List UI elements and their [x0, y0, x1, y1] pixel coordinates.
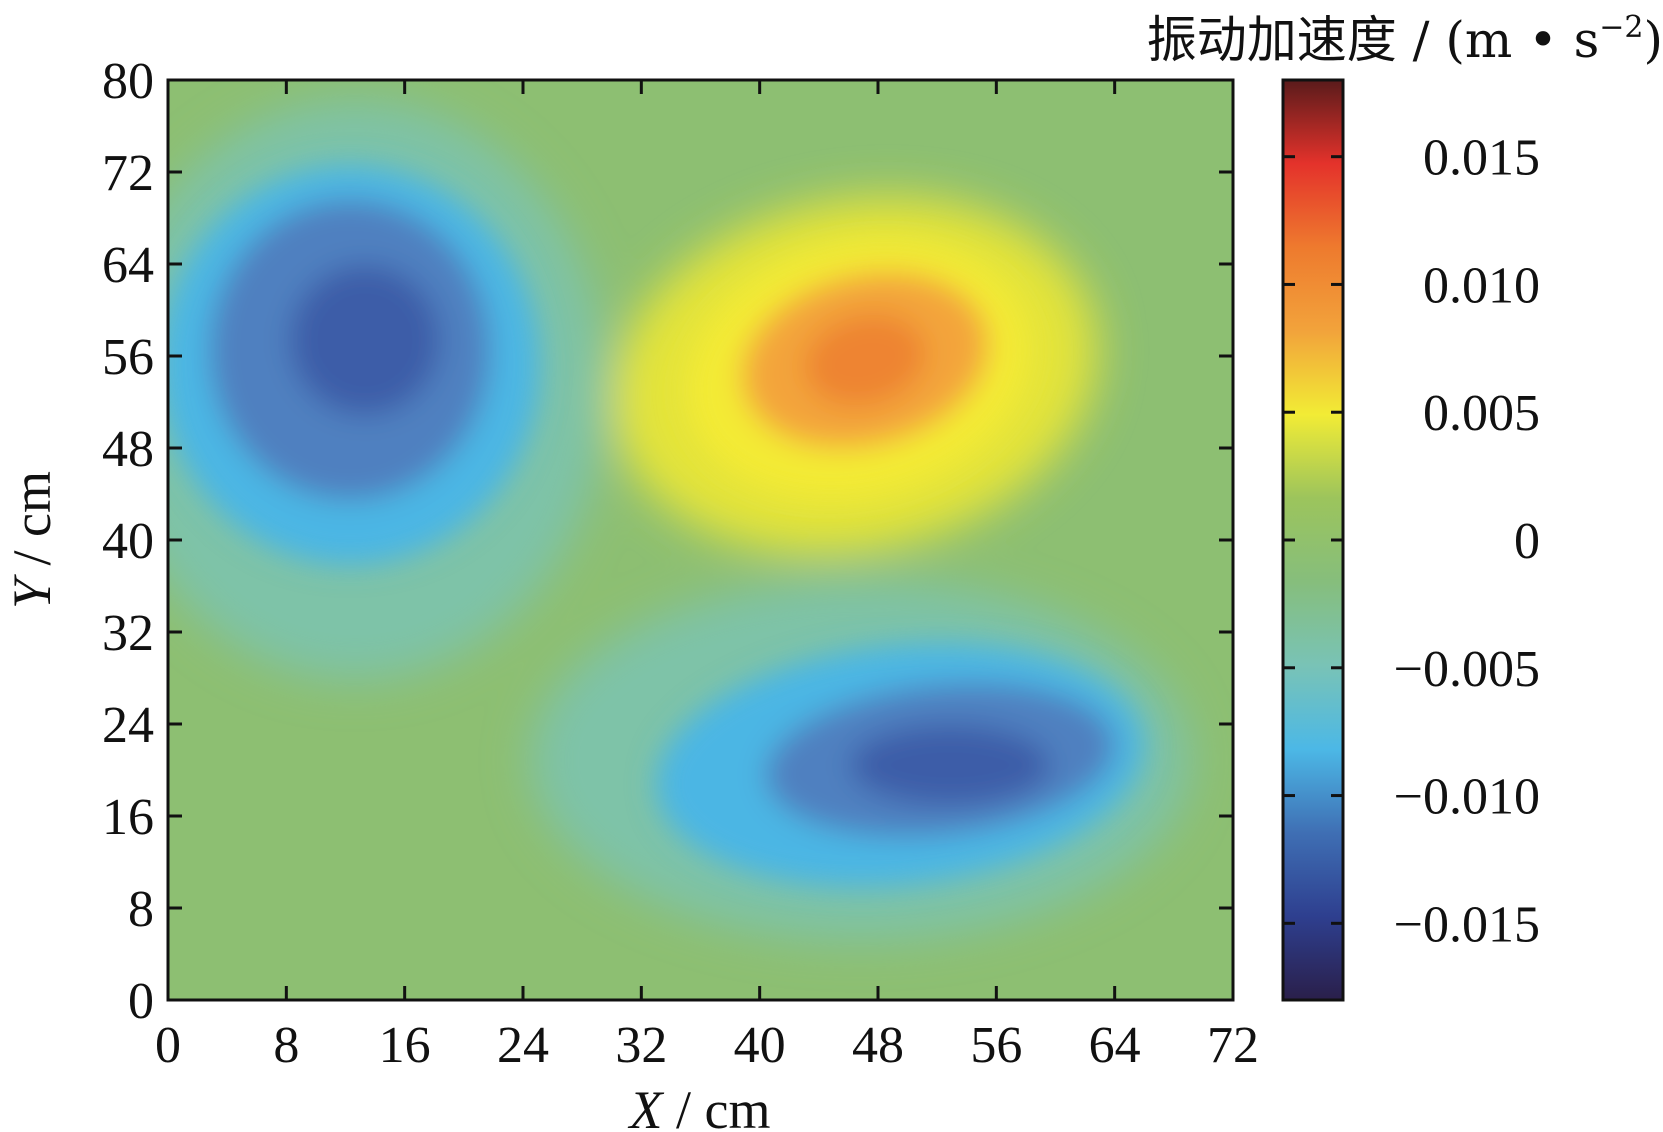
colorbar-tick-label: −0.015 [1394, 896, 1540, 953]
x-axis-label: X / cm [628, 1080, 771, 1132]
x-axis-var: X [628, 1080, 665, 1132]
x-axis: 0 8 16 24 32 40 48 56 64 72 [155, 80, 1259, 1074]
y-axis-unit: / cm [2, 471, 62, 579]
heatmap-field [168, 80, 1233, 1000]
x-tick-label: 16 [379, 1017, 431, 1074]
y-axis-var: Y [2, 574, 62, 609]
x-tick-label: 56 [970, 1017, 1022, 1074]
x-tick-label: 0 [155, 1017, 181, 1074]
colorbar-title-text: 振动加速度 / (m • s [1147, 11, 1600, 69]
colorbar-tick-label: 0 [1514, 513, 1540, 570]
colorbar-title-close: ) [1643, 11, 1663, 69]
x-tick-label: 40 [734, 1017, 786, 1074]
y-axis: 0 8 16 24 32 40 48 56 64 72 80 [102, 53, 1233, 1030]
y-tick-label: 40 [102, 513, 154, 570]
x-tick-label: 64 [1089, 1017, 1141, 1074]
x-tick-label: 8 [273, 1017, 299, 1074]
x-axis-unit: / cm [663, 1080, 771, 1132]
y-tick-label: 32 [102, 605, 154, 662]
colorbar-tick-label: −0.005 [1394, 641, 1540, 698]
y-tick-label: 48 [102, 421, 154, 478]
colorbar-tick-label: 0.010 [1423, 257, 1540, 314]
y-axis-label: Y / cm [2, 471, 62, 609]
y-tick-label: 72 [102, 145, 154, 202]
x-tick-label: 48 [852, 1017, 904, 1074]
y-tick-label: 80 [102, 53, 154, 110]
y-tick-label: 64 [102, 237, 154, 294]
colorbar-title: 振动加速度 / (m • s−2) [1147, 10, 1663, 69]
colorbar-tick-label: 0.005 [1423, 385, 1540, 442]
x-tick-label: 32 [615, 1017, 667, 1074]
x-tick-label: 24 [497, 1017, 549, 1074]
colorbar-tick-label: 0.015 [1423, 130, 1540, 187]
y-tick-label: 24 [102, 697, 154, 754]
y-tick-label: 0 [128, 973, 154, 1030]
colorbar-tick-label: −0.010 [1394, 769, 1540, 826]
y-tick-label: 56 [102, 329, 154, 386]
colorbar-axis: 0.015 0.010 0.005 0 −0.005 −0.010 −0.015 [1283, 130, 1540, 953]
y-tick-label: 8 [128, 881, 154, 938]
colorbar-title-sup: −2 [1599, 10, 1643, 45]
x-tick-label: 72 [1207, 1017, 1259, 1074]
y-tick-label: 16 [102, 789, 154, 846]
